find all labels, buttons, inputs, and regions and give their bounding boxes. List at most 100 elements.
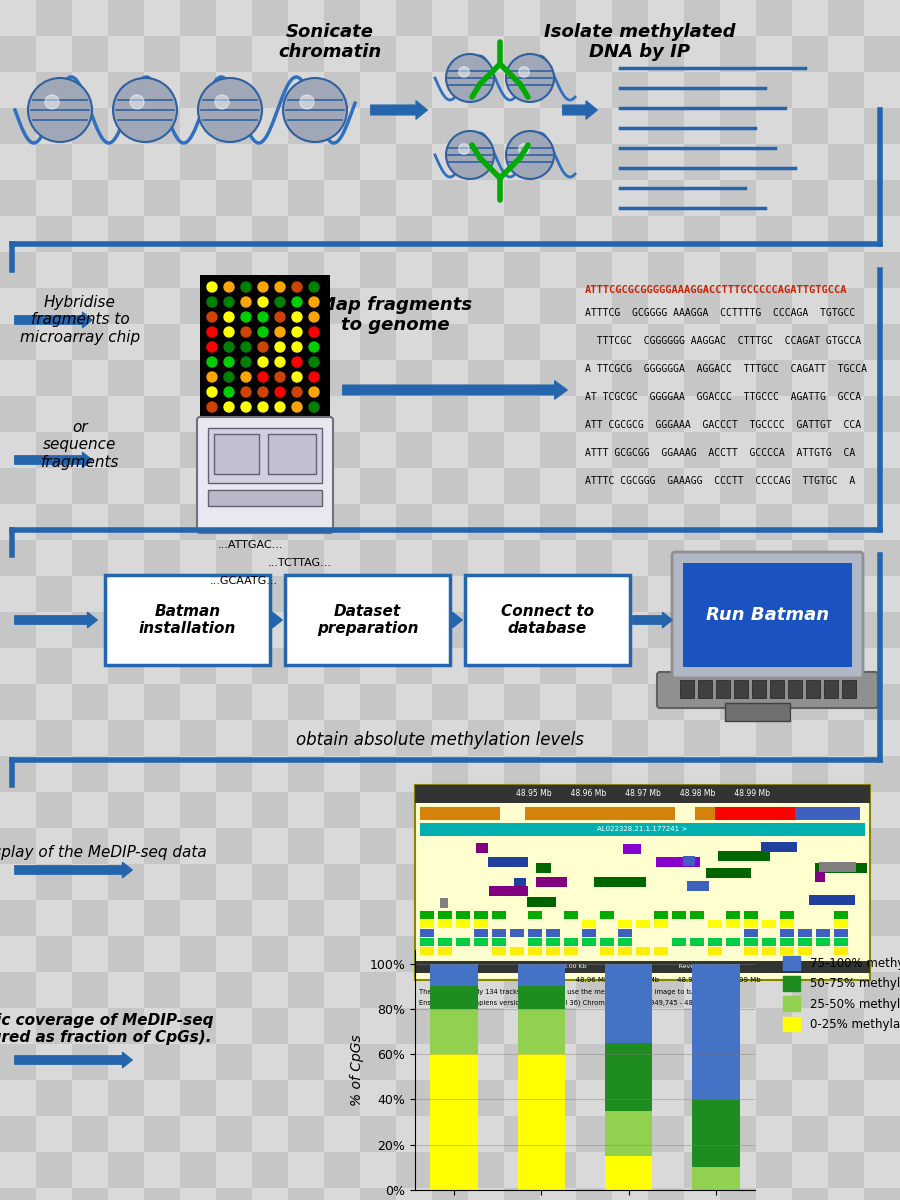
Bar [0, 864, 36, 900]
Bar [0, 828, 36, 864]
Bar [716, 680, 730, 698]
Bar [828, 504, 864, 540]
Circle shape [275, 342, 285, 352]
Bar [864, 1188, 900, 1200]
Bar [36, 936, 72, 972]
Bar [396, 1044, 432, 1080]
Bar [324, 216, 360, 252]
Bar [600, 938, 614, 946]
Bar [828, 432, 864, 468]
Bar [180, 540, 216, 576]
Bar [360, 972, 396, 1008]
Bar [720, 36, 756, 72]
Bar [612, 900, 648, 936]
Bar [324, 684, 360, 720]
Bar [780, 947, 794, 955]
Bar [648, 576, 684, 612]
Bar [828, 72, 864, 108]
Circle shape [215, 95, 229, 109]
Bar [612, 360, 648, 396]
Bar [72, 144, 108, 180]
Bar [828, 972, 864, 1008]
Bar [0, 1044, 36, 1080]
Bar [864, 216, 900, 252]
Circle shape [207, 386, 217, 397]
Bar [792, 504, 828, 540]
Bar [360, 0, 396, 36]
Bar [706, 869, 751, 878]
Bar [468, 720, 504, 756]
Bar [504, 1152, 540, 1188]
Bar [108, 216, 144, 252]
Bar [648, 432, 684, 468]
Bar [144, 324, 180, 360]
Bar [468, 828, 504, 864]
Text: or
sequence
fragments: or sequence fragments [40, 420, 119, 469]
Bar [216, 648, 252, 684]
Bar [612, 648, 648, 684]
Bar [612, 684, 648, 720]
Text: ATTTCGCGCGGGGGAAAGGACCTTTGCCCCCAGATTGTGCCA: ATTTCGCGCGGGGGAAAGGACCTTTGCCCCCAGATTGTGC… [585, 284, 848, 295]
Bar [288, 1044, 324, 1080]
Bar [468, 936, 504, 972]
Bar [792, 1188, 828, 1200]
Bar [432, 1188, 468, 1200]
Bar [432, 1008, 468, 1044]
FancyBboxPatch shape [197, 416, 333, 533]
Bar [0, 324, 36, 360]
Bar [430, 1009, 478, 1054]
Text: Ensembl Homo sapiens version 48.36j (NCBI 36) Chromosome 22 48,949,745 - 48,999,: Ensembl Homo sapiens version 48.36j (NCB… [419, 998, 722, 1006]
Bar [0, 972, 36, 1008]
Bar [864, 288, 900, 324]
Bar [564, 911, 578, 919]
Circle shape [518, 144, 529, 155]
Bar [468, 36, 504, 72]
Bar [510, 929, 524, 937]
Bar [864, 936, 900, 972]
Bar [36, 180, 72, 216]
Circle shape [292, 312, 302, 322]
Bar [36, 1152, 72, 1188]
Bar [180, 828, 216, 864]
Text: Genomic coverage of MeDIP-seq
(measured as fraction of CpGs).: Genomic coverage of MeDIP-seq (measured … [0, 1013, 214, 1045]
Bar [180, 144, 216, 180]
Bar [36, 720, 72, 756]
Bar [468, 360, 504, 396]
Bar [144, 288, 180, 324]
Bar [612, 792, 648, 828]
Bar [684, 972, 720, 1008]
Bar [288, 504, 324, 540]
Bar [72, 648, 108, 684]
Bar [518, 964, 565, 986]
Bar [492, 911, 506, 919]
Bar [623, 844, 641, 853]
Bar [510, 947, 524, 955]
Bar [756, 828, 792, 864]
Bar [648, 1080, 684, 1116]
Bar [828, 36, 864, 72]
Bar [216, 252, 252, 288]
Text: Hybridise
fragments to
microarray chip: Hybridise fragments to microarray chip [20, 295, 140, 344]
Circle shape [275, 402, 285, 412]
Circle shape [224, 312, 234, 322]
Bar [36, 576, 72, 612]
Bar [708, 938, 722, 946]
Bar [842, 680, 856, 698]
Bar [252, 900, 288, 936]
Bar [360, 396, 396, 432]
Bar [108, 720, 144, 756]
Bar [216, 1116, 252, 1152]
Bar [216, 1080, 252, 1116]
Bar [476, 844, 489, 853]
Bar [36, 1188, 72, 1200]
Bar [252, 1188, 288, 1200]
Bar [108, 468, 144, 504]
Bar [108, 828, 144, 864]
Bar [396, 792, 432, 828]
Bar [684, 468, 720, 504]
Bar [420, 806, 500, 820]
Bar [504, 432, 540, 468]
Bar [420, 947, 434, 955]
Bar [756, 108, 792, 144]
Bar [252, 1116, 288, 1152]
